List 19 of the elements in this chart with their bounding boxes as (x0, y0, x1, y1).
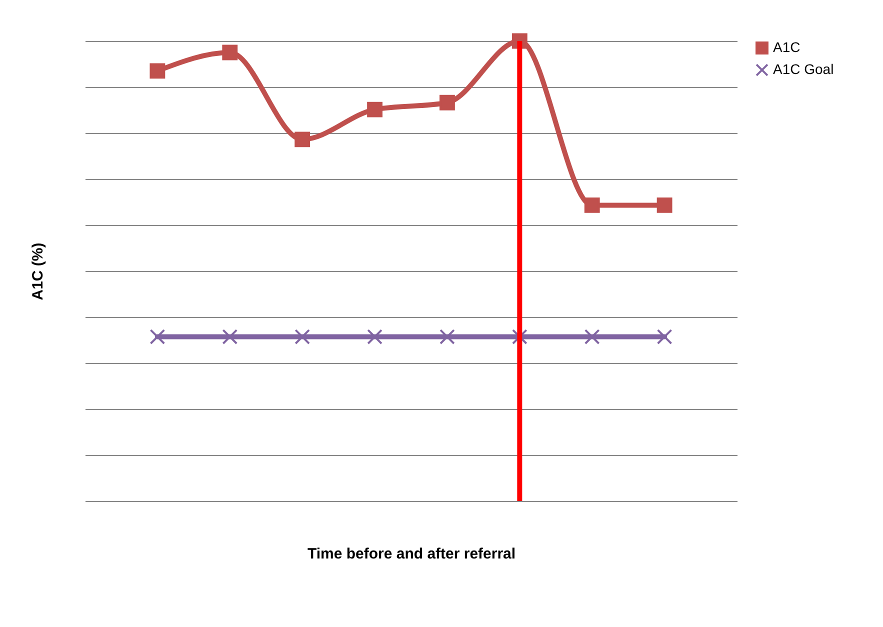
point (584, 198, 600, 213)
point (294, 329, 310, 344)
point (367, 102, 382, 118)
point (440, 329, 455, 344)
point (584, 329, 600, 344)
point (440, 94, 455, 110)
point (512, 329, 528, 344)
point (150, 63, 166, 79)
point (656, 329, 672, 344)
point (294, 132, 310, 148)
point (150, 329, 166, 344)
y-axis-title: A1C (%) (30, 242, 46, 300)
point (656, 198, 672, 213)
point (367, 329, 382, 344)
legend-label: A1C (773, 39, 800, 55)
legend-label: A1C Goal (773, 61, 834, 77)
point (222, 44, 238, 60)
x-axis-title: Time before and after referral (307, 546, 516, 562)
point (222, 329, 238, 344)
